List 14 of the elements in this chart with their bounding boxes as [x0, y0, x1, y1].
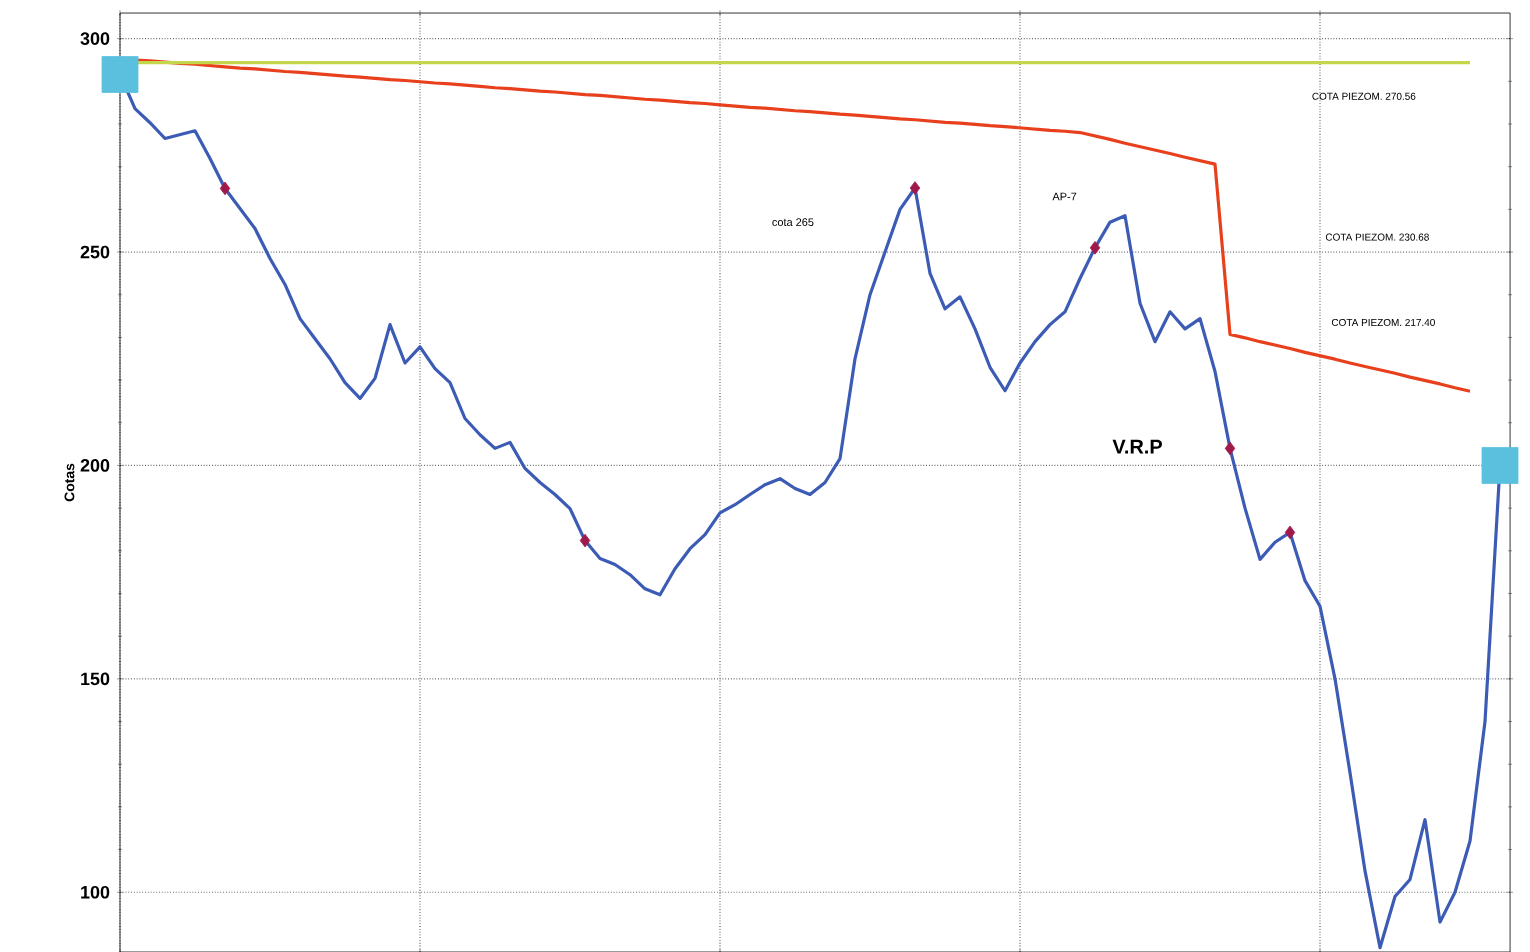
point — [219, 181, 231, 196]
point — [1284, 525, 1296, 540]
point — [1224, 441, 1236, 456]
point — [101, 56, 139, 93]
y-tick-label: 300 — [80, 32, 110, 45]
y-tick-label: 100 — [81, 885, 110, 899]
y-tick-label: 150 — [81, 672, 110, 686]
annotation: V.R.P — [1112, 439, 1162, 454]
point — [579, 533, 591, 548]
point — [1089, 240, 1101, 255]
y-tick-label: 250 — [80, 245, 110, 259]
point — [909, 181, 921, 195]
y-tick-label: 200 — [80, 459, 110, 472]
point — [1481, 447, 1519, 484]
